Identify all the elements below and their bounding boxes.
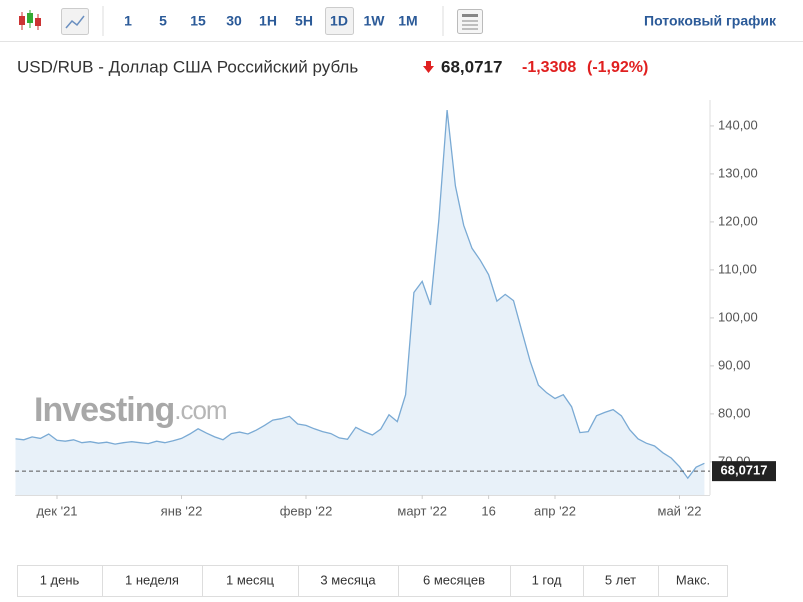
selected-interval-box [325, 7, 354, 35]
y-tick-label: 80,00 [718, 405, 751, 420]
interval-button[interactable]: 1H [259, 13, 277, 29]
streaming-chart-link[interactable]: Потоковый график [644, 13, 777, 29]
range-tab[interactable]: 1 неделя [125, 572, 179, 587]
x-tick-label: дек '21 [36, 503, 77, 518]
range-tab[interactable]: 1 день [40, 572, 80, 587]
interval-button[interactable]: 5H [295, 13, 313, 29]
line-chart-icon[interactable] [61, 8, 89, 35]
range-tab[interactable]: 1 год [532, 572, 562, 587]
interval-button[interactable]: 1D [330, 13, 348, 29]
x-tick-label: май '22 [658, 503, 702, 518]
y-tick-label: 120,00 [718, 213, 758, 228]
x-tick-label: 16 [481, 503, 495, 518]
instrument-title: USD/RUB - Доллар США Российский рубль [17, 57, 358, 76]
range-tab[interactable]: Макс. [676, 572, 710, 587]
down-arrow-icon [423, 61, 434, 73]
price-line [15, 110, 705, 480]
interval-button[interactable]: 30 [226, 13, 242, 29]
x-tick-label: апр '22 [534, 503, 576, 518]
y-tick-label: 110,00 [718, 261, 757, 276]
x-tick-label: март '22 [397, 503, 447, 518]
area-fill [15, 110, 705, 495]
y-tick-label: 130,00 [718, 165, 758, 180]
price-change: -1,3308 [522, 59, 576, 76]
last-price-box [712, 461, 776, 482]
y-tick-label: 90,00 [718, 357, 751, 372]
y-tick-label: 100,00 [718, 309, 758, 324]
interval-button[interactable]: 1W [364, 13, 386, 29]
last-price: 68,0717 [441, 57, 502, 76]
table-icon[interactable] [457, 9, 483, 34]
range-tab[interactable]: 3 месяца [320, 572, 376, 587]
x-tick-label: янв '22 [161, 503, 203, 518]
interval-button[interactable]: 1M [398, 13, 417, 29]
watermark-domain: .com [174, 395, 226, 425]
range-tabs: 1 день 1 неделя 1 месяц 3 месяца 6 месяцев 1 … [17, 565, 728, 597]
tabs-border [17, 565, 728, 597]
interval-button[interactable]: 5 [159, 13, 167, 29]
last-price-label: 68,0717 [721, 463, 768, 478]
x-tick-label: февр '22 [280, 503, 333, 518]
watermark-brand: Investing.com [34, 391, 227, 429]
y-tick-label: 140,00 [718, 117, 758, 132]
interval-button[interactable]: 1 [124, 13, 132, 29]
range-tab[interactable]: 6 месяцев [423, 572, 485, 587]
candlestick-icon[interactable] [19, 10, 41, 30]
range-tab[interactable]: 1 месяц [226, 572, 275, 587]
interval-button[interactable]: 15 [190, 13, 206, 29]
plot: 70,0080,0090,00100,00110,00120,00130,001… [15, 100, 776, 518]
price-change-percent: (-1,92%) [587, 59, 648, 76]
watermark-brand-text: Investing [34, 391, 174, 429]
range-tab[interactable]: 5 лет [605, 572, 636, 587]
